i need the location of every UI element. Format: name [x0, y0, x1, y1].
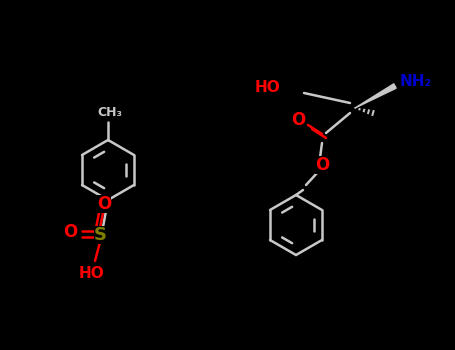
- Text: NH₂: NH₂: [400, 75, 432, 90]
- Polygon shape: [355, 84, 396, 108]
- Text: O: O: [291, 111, 305, 129]
- Text: O: O: [97, 195, 111, 213]
- Text: HO: HO: [79, 266, 105, 280]
- Text: O: O: [63, 223, 77, 241]
- Text: O: O: [315, 156, 329, 174]
- Text: S: S: [93, 226, 106, 244]
- Text: CH₃: CH₃: [97, 105, 122, 119]
- Text: HO: HO: [254, 79, 280, 94]
